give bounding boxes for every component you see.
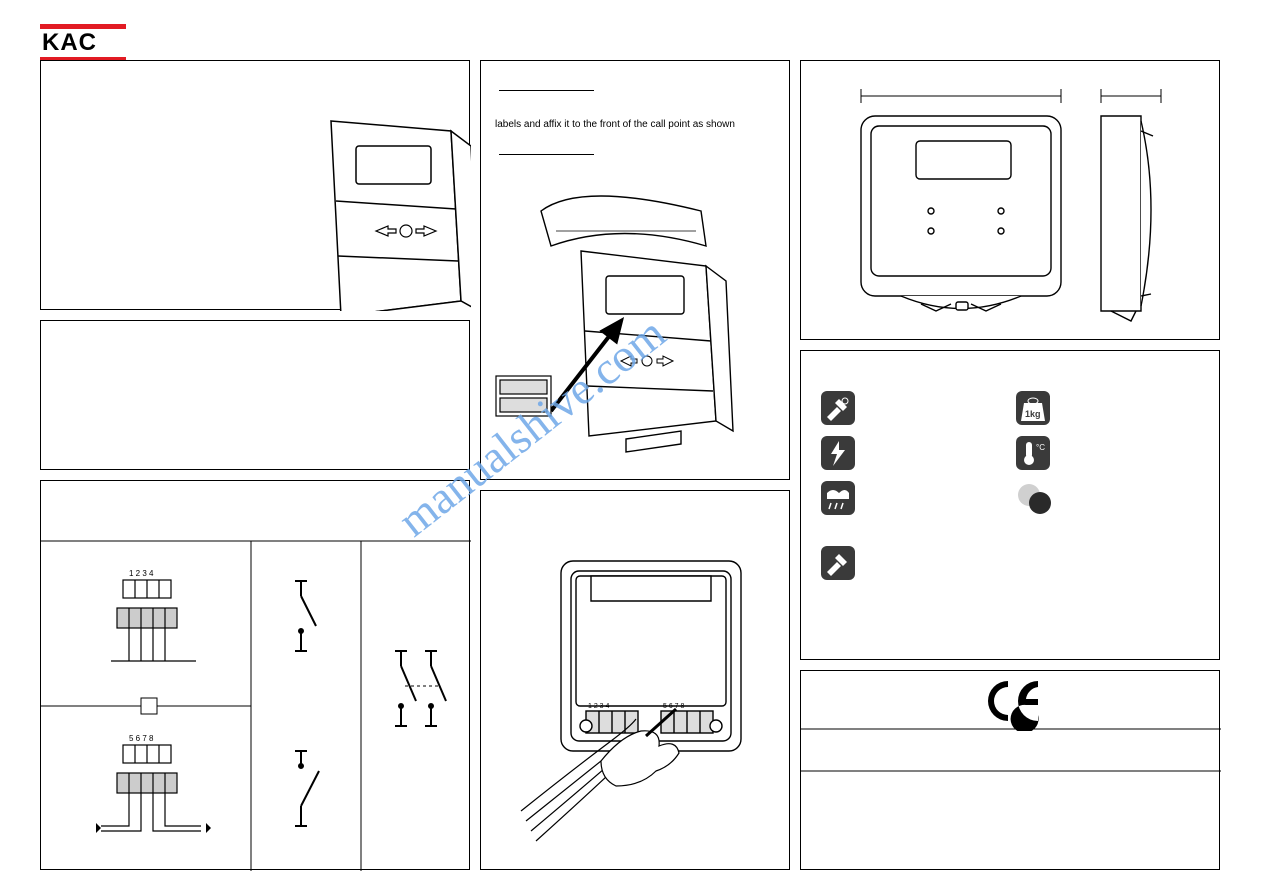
- weight-icon: 1kg: [1016, 391, 1050, 425]
- panel-specifications: 1kg °C: [800, 350, 1220, 660]
- brand-logo: KAC: [40, 24, 126, 65]
- svg-text:1 2 3 4: 1 2 3 4: [129, 569, 154, 578]
- heading-rule: [499, 81, 594, 91]
- svg-text:1 2 3 4: 1 2 3 4: [588, 703, 610, 710]
- logo-text: KAC: [42, 29, 97, 56]
- tools-icon: [821, 391, 855, 425]
- panel-wiring: 1 2 3 4 5 6 7 8: [40, 480, 470, 870]
- panel-dimensions: [800, 60, 1220, 340]
- svg-text:5 6 7 8: 5 6 7 8: [663, 703, 685, 710]
- label-instruction-text: labels and affix it to the front of the …: [495, 119, 775, 130]
- panel-product-front: [40, 60, 470, 310]
- weight-value: 1kg: [1025, 409, 1041, 419]
- panel-backbox-wiring: 1 2 3 4 5 6 7 8: [480, 490, 790, 870]
- temperature-icon: °C: [1016, 436, 1050, 470]
- svg-text:5 6 7 8: 5 6 7 8: [129, 734, 154, 743]
- service-icon: [821, 546, 855, 580]
- panel-label-affix: labels and affix it to the front of the …: [480, 60, 790, 480]
- ce-mark-icon: [988, 681, 1039, 731]
- panel-text-block: [40, 320, 470, 470]
- color-icon: [1018, 484, 1051, 514]
- humidity-icon: [821, 481, 855, 515]
- panel-ce: [800, 670, 1220, 870]
- voltage-icon: [821, 436, 855, 470]
- svg-text:°C: °C: [1036, 443, 1045, 452]
